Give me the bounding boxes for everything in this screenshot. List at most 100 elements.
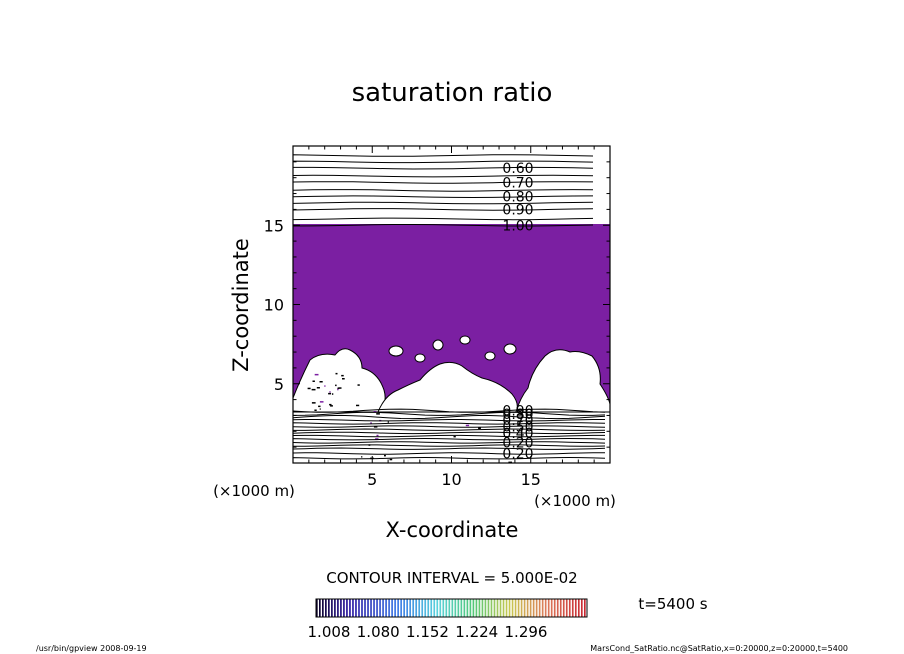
colorbar-stripe <box>583 599 586 617</box>
cloud-blob <box>484 351 496 361</box>
plume-mark <box>316 387 320 389</box>
plume-mark <box>385 501 386 503</box>
x-tick-label: 10 <box>441 470 461 489</box>
plume-mark <box>376 466 377 468</box>
colorbar-stripe <box>451 599 454 617</box>
plume-mark <box>371 497 373 499</box>
colorbar-stripe <box>373 599 375 617</box>
plume-right <box>515 349 610 413</box>
lower-contour-lines <box>293 408 606 460</box>
colorbar-stripe <box>568 599 571 617</box>
contour-interval-text: CONTOUR INTERVAL = 5.000E-02 <box>326 569 577 587</box>
colorbar-stripe <box>322 599 324 617</box>
plume-mark <box>392 483 395 485</box>
contour-label: 1.00 <box>502 218 533 234</box>
plume-mark <box>453 435 456 438</box>
plume-mark <box>521 533 523 535</box>
colorbar-stripe <box>367 599 369 617</box>
plume-mark <box>311 402 316 404</box>
z-unit-label: (×1000 m) <box>534 492 616 510</box>
contour-label: 0.80 <box>502 190 533 206</box>
colorbar-stripe <box>475 599 478 617</box>
colorbar-stripe <box>439 599 442 617</box>
colorbar-stripe <box>334 599 336 617</box>
colorbar-stripe <box>562 599 565 617</box>
colorbar-stripe <box>490 599 493 617</box>
plume-mark <box>388 470 390 472</box>
y-tick-label: 10 <box>264 296 284 315</box>
colorbar-tick-label: 1.296 <box>505 623 548 641</box>
plume-mark <box>337 388 339 391</box>
colorbar-stripe <box>364 599 366 617</box>
plume-mark <box>376 434 379 437</box>
y-axis-title: Z-coordinate <box>229 238 253 372</box>
colorbar-stripe <box>514 599 517 617</box>
colorbar-stripe <box>523 599 526 617</box>
colorbar-stripe <box>409 599 411 617</box>
colorbar-stripe <box>499 599 502 617</box>
colorbar-stripe <box>448 599 451 617</box>
plume-mark <box>389 490 392 492</box>
contour-line <box>293 428 606 431</box>
plume-mark <box>384 476 385 478</box>
colorbar-stripe <box>493 599 496 617</box>
contour-line <box>293 456 606 460</box>
plume-mark <box>329 391 331 393</box>
plume-mark <box>389 566 391 568</box>
plume-mark <box>474 595 475 597</box>
contour-line <box>293 408 606 413</box>
contour-line <box>293 447 606 450</box>
contour-line <box>293 437 606 441</box>
colorbar-stripe <box>412 599 415 617</box>
plume-mark <box>389 458 393 461</box>
plume-mark <box>342 378 345 380</box>
plume-mark <box>370 422 372 424</box>
cloud-blob <box>459 335 471 345</box>
cloud-blob <box>503 343 517 355</box>
contour-line <box>293 181 594 184</box>
x-tick-label: 5 <box>367 470 377 489</box>
colorbar-tick-label: 1.152 <box>406 623 449 641</box>
plume-mark <box>448 552 450 554</box>
colorbar-stripe <box>580 599 583 617</box>
plume-mark <box>338 387 342 389</box>
colorbar <box>316 599 586 617</box>
colorbar-stripe <box>478 599 481 617</box>
plume-mark <box>465 424 470 427</box>
contour-line <box>293 195 594 199</box>
plume-mark <box>508 461 512 463</box>
contour-line <box>293 411 606 416</box>
colorbar-stripe <box>436 599 439 617</box>
contour-label: 0.70 <box>502 413 533 429</box>
colorbar-stripe <box>502 599 505 617</box>
footer-left: /usr/bin/gpview 2008-09-19 <box>36 644 147 653</box>
footer-right: MarsCond_SatRatio.nc@SatRatio,x=0:20000,… <box>590 644 848 653</box>
axis-ticks <box>292 145 611 464</box>
colorbar-stripe <box>400 599 402 617</box>
plume-mark <box>377 498 381 500</box>
colorbar-stripe <box>538 599 541 617</box>
x-unit-label: (×1000 m) <box>213 482 295 500</box>
colorbar-stripe <box>376 599 378 617</box>
colorbar-stripe <box>385 599 387 617</box>
colorbar-stripe <box>472 599 475 617</box>
contour-line <box>293 217 594 221</box>
plume-mark <box>378 492 379 494</box>
colorbar-stripe <box>328 599 330 617</box>
plume-mark <box>361 456 363 458</box>
colorbar-stripe <box>484 599 487 617</box>
contour-line <box>293 160 594 164</box>
colorbar-stripe <box>547 599 550 617</box>
plume-mark <box>329 403 332 406</box>
colorbar-stripe <box>544 599 547 617</box>
plume-mark <box>452 495 456 497</box>
contour-line <box>293 419 605 422</box>
colorbar-stripe <box>481 599 484 617</box>
plume-mark <box>406 507 408 509</box>
contour-label: 0.90 <box>502 404 533 420</box>
plume-mark <box>341 374 344 377</box>
colorbar-stripe <box>574 599 577 617</box>
plume-mark <box>319 401 324 403</box>
colorbar-stripe <box>355 599 357 617</box>
